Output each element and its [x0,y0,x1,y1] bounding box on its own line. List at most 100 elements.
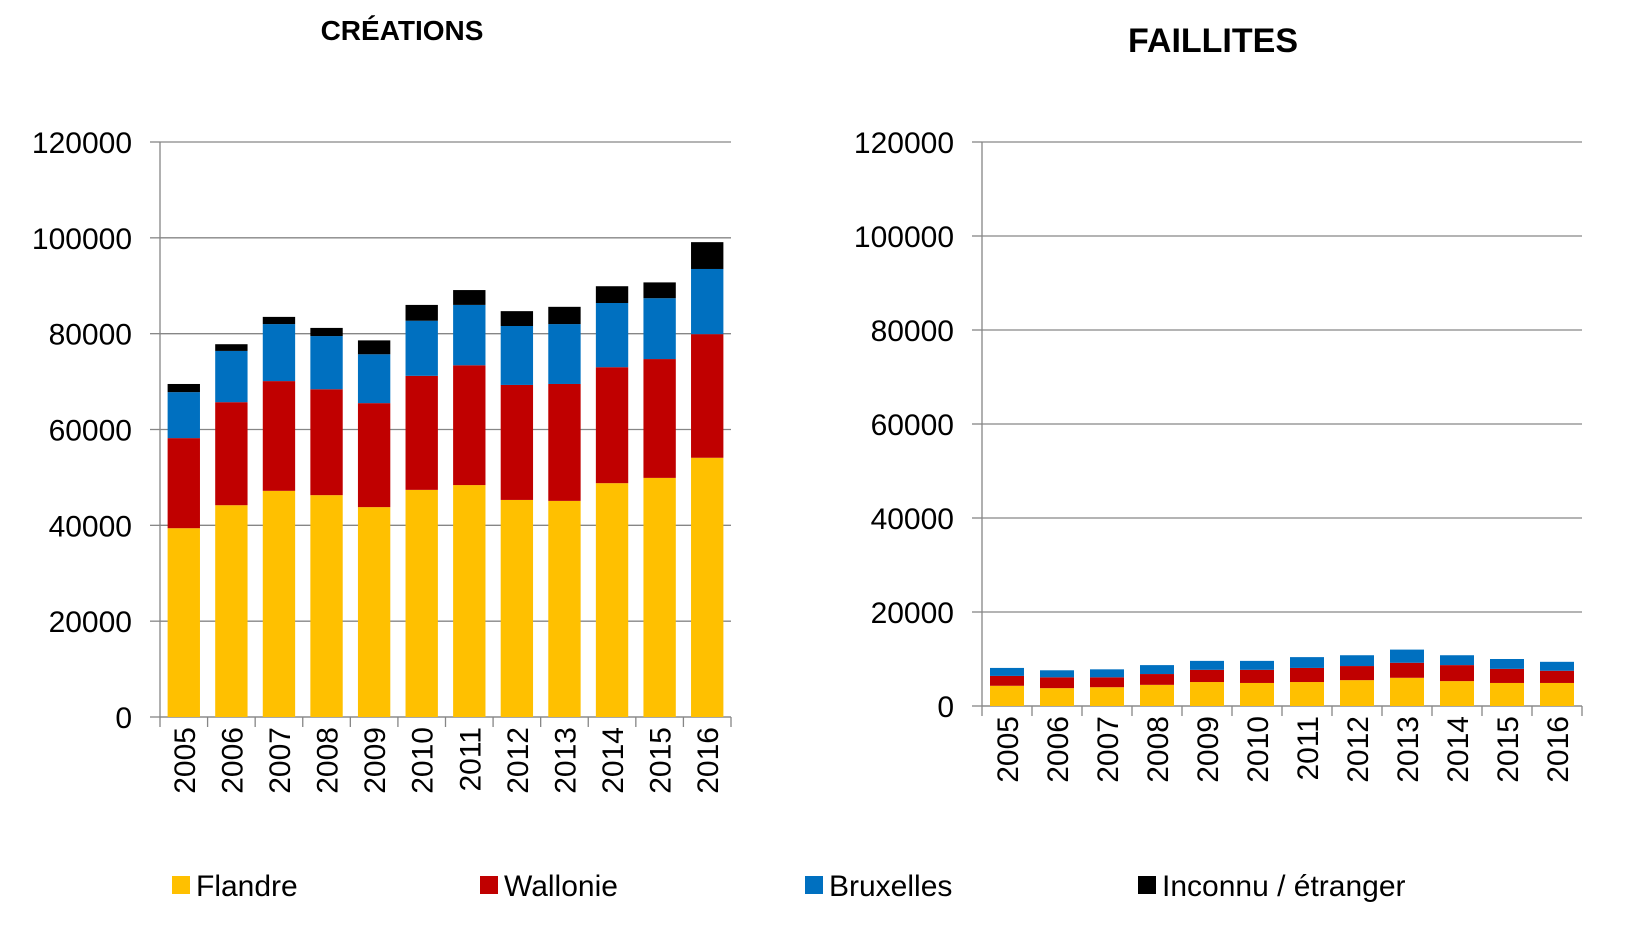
x-tick-label: 2008 [1142,716,1175,783]
bar-segment [1540,670,1574,683]
y-tick-label: 100000 [854,221,954,254]
y-tick-label: 20000 [871,597,954,630]
legend-label: Bruxelles [829,870,952,903]
x-tick-label: 2011 [1292,716,1325,781]
bar-segment [310,336,343,390]
bar-segment [595,483,629,717]
x-tick-label: 2016 [692,727,725,794]
bar-segment [1540,682,1574,706]
bar-segment [500,311,534,326]
bar-segment [1140,665,1174,675]
y-tick-label: 20000 [49,606,132,639]
bar-segment [1340,680,1374,706]
bar-segment [1390,662,1424,678]
bar-segment [357,354,391,404]
legend-label: Inconnu / étranger [1162,870,1406,903]
bar-segment [691,334,724,458]
bar-segment [643,298,676,360]
y-tick-label: 40000 [49,510,132,543]
bar-segment [500,326,534,385]
x-tick-label: 2007 [264,727,297,794]
bar-segment [643,359,676,478]
bar-segment [453,290,486,305]
bar-segment [548,383,581,501]
bar-segment [1140,674,1174,685]
bar-segment [990,675,1024,686]
bar-segment [1240,660,1274,670]
bar-segment [1090,669,1124,678]
bar-segment [1240,669,1274,683]
bar-segment [990,667,1024,676]
x-tick-label: 2011 [454,727,487,792]
bar-segment [357,403,391,508]
x-tick-label: 2012 [502,727,535,794]
bar-segment [1190,669,1224,683]
x-tick-label: 2015 [1492,716,1525,783]
bar-segment [1040,677,1074,689]
y-tick-label: 40000 [871,503,954,536]
bar-segment [215,402,248,506]
bar-segment [1140,684,1174,706]
x-tick-label: 2014 [597,727,630,794]
chart-title: FAILLITES [1128,22,1298,60]
bar-segment [310,495,343,717]
x-tick-label: 2009 [359,727,392,794]
y-tick-label: 60000 [871,409,954,442]
bar-segment [1190,682,1224,706]
bar-segment [1090,677,1124,688]
bar-segment [1290,682,1324,706]
bar-segment [1440,655,1474,666]
legend-label: Flandre [196,870,298,903]
bar-segment [595,367,629,484]
bar-segment [405,320,438,376]
bar-segment [1340,666,1374,681]
bar-segment [595,286,629,303]
x-tick-label: 2015 [645,727,678,794]
legend-label: Wallonie [504,870,618,903]
bar-segment [167,392,200,439]
y-tick-label: 0 [937,691,954,724]
bar-segment [453,485,486,717]
y-tick-label: 80000 [49,319,132,352]
bar-segment [1390,649,1424,663]
x-tick-label: 2012 [1342,716,1375,783]
x-tick-label: 2006 [1042,716,1075,783]
bar-segment [643,477,676,717]
y-tick-label: 60000 [49,415,132,448]
bar-segment [262,316,296,325]
bar-segment [167,383,200,393]
bar-segment [215,350,248,403]
bar-segment [990,685,1024,706]
y-tick-label: 0 [115,702,132,735]
bar-segment [405,375,438,490]
bar-segment [1340,655,1374,667]
bar-segment [691,268,724,335]
x-tick-label: 2010 [407,727,440,794]
bar-segment [643,282,676,299]
bar-segment [1490,668,1524,683]
bar-segment [167,528,200,717]
y-tick-label: 120000 [854,127,954,160]
y-tick-label: 80000 [871,315,954,348]
bar-segment [1440,681,1474,706]
x-tick-label: 2006 [216,727,249,794]
x-tick-label: 2005 [169,727,202,794]
bar-segment [1190,660,1224,670]
bar-segment [1390,677,1424,706]
bar-segment [262,490,296,717]
y-tick-label: 120000 [32,127,132,160]
bar-segment [1540,661,1574,671]
x-tick-label: 2013 [549,727,582,794]
x-tick-label: 2016 [1542,716,1575,783]
bar-segment [1290,657,1324,668]
bar-segment [215,505,248,717]
bar-segment [167,438,200,529]
bar-segment [548,306,581,325]
bar-segment [691,242,724,269]
legend-swatch [172,876,190,894]
x-tick-label: 2010 [1242,716,1275,783]
bar-segment [595,303,629,368]
x-tick-label: 2014 [1442,716,1475,783]
bar-segment [310,327,343,337]
